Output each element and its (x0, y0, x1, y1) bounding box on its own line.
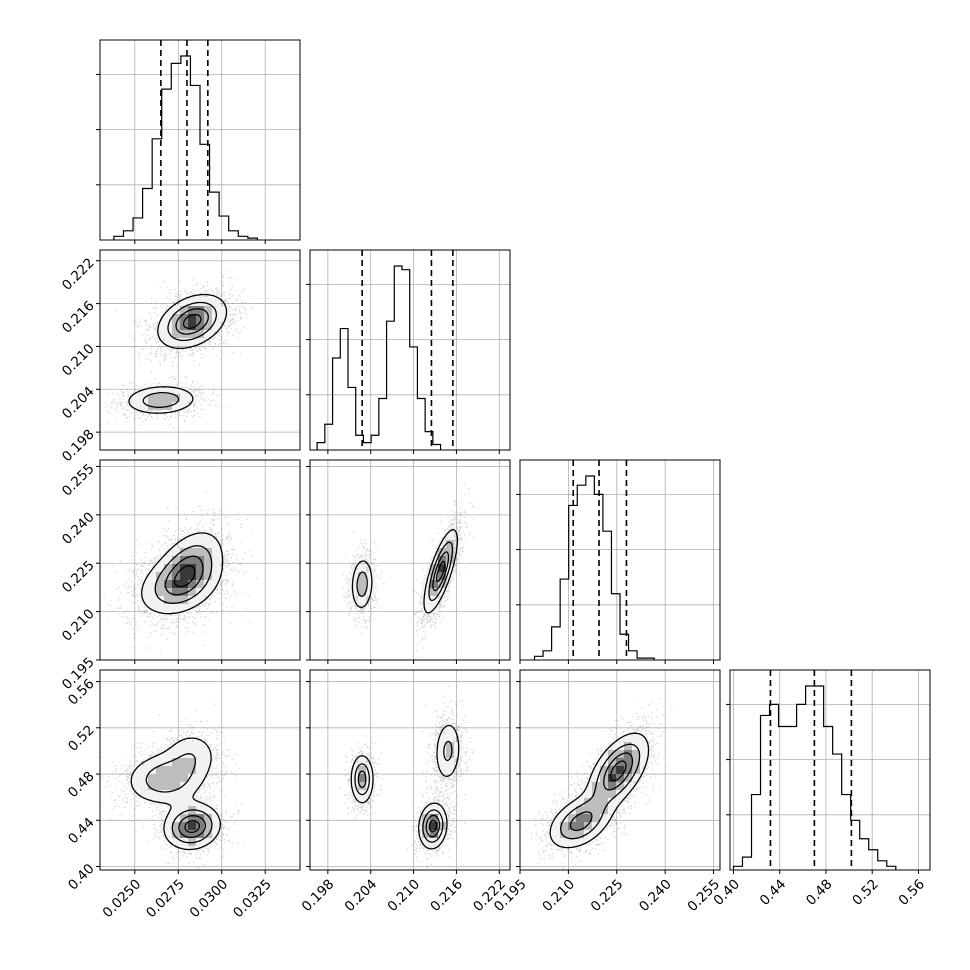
panel-frame (309, 459, 511, 661)
contour-level-3 (357, 770, 441, 838)
y-tick-label: 0.40 (65, 861, 98, 894)
contour-level-3 (164, 555, 204, 596)
contour-level-1 (549, 732, 650, 849)
y-tick-label: 0.44 (65, 815, 98, 848)
contour-level-1 (141, 532, 224, 615)
x-tick-label: 0.0300 (187, 876, 232, 921)
x-tick-label: 0.56 (895, 876, 928, 909)
scatter-panel-4-2 (309, 669, 511, 871)
contour-level-4 (435, 560, 446, 583)
panel-frame (99, 459, 301, 661)
contour-level-1 (128, 293, 228, 414)
x-tick-label: 0.198 (299, 876, 338, 915)
scatter-panel-4-3 (519, 669, 721, 871)
contour-level-2 (154, 545, 213, 604)
x-tick-label: 0.52 (849, 876, 882, 909)
x-tick-label: 0.44 (757, 876, 790, 909)
histogram-panel-3 (516, 459, 721, 661)
panel-frame (99, 39, 301, 241)
x-tick-label: 0.204 (342, 876, 381, 915)
x-tick-label: 0.240 (636, 876, 675, 915)
contour-level-4 (609, 760, 627, 782)
panel-frame (99, 669, 301, 871)
y-tick-label: 0.216 (59, 298, 98, 337)
contour-level-2 (142, 301, 218, 408)
x-tick-label: 0.216 (427, 876, 466, 915)
scatter-panel-4-1 (99, 669, 301, 871)
contour-level-2 (560, 743, 641, 840)
y-tick-label: 0.198 (59, 426, 98, 465)
contour-level-2 (356, 541, 454, 602)
contour-level-1 (130, 737, 221, 851)
y-tick-label: 0.48 (65, 768, 98, 801)
x-tick-label: 0.0250 (100, 876, 145, 921)
x-tick-label: 0.210 (385, 876, 424, 915)
contour-level-1 (351, 528, 459, 614)
contour-level-3 (569, 752, 634, 832)
panel-frame (519, 459, 721, 661)
y-tick-label: 0.52 (65, 722, 98, 755)
x-tick-label: 0.48 (803, 876, 836, 909)
contour-level-3 (178, 815, 207, 839)
contour-level-2 (354, 740, 453, 843)
x-tick-label: 0.0325 (230, 876, 275, 921)
histogram-step-1 (113, 55, 258, 240)
contour-level-4 (173, 565, 196, 588)
density-fill (608, 766, 624, 782)
y-tick-label: 0.225 (59, 558, 98, 597)
contour-level-4 (428, 819, 438, 833)
x-axis-2: 0.198 0.204 0.210 0.216 0.222 (299, 450, 509, 915)
x-axis-4: 0.40 0.44 0.48 0.52 0.56 (711, 870, 928, 909)
panel-frame (309, 669, 511, 871)
x-tick-label: 0.210 (539, 876, 578, 915)
y-tick-label: 0.204 (59, 384, 98, 423)
histogram-step-3 (533, 475, 655, 660)
contour-level-4 (182, 313, 202, 329)
scatter-panel-3-2 (309, 459, 511, 661)
y-tick-label: 0.240 (59, 509, 98, 548)
y-tick-label: 0.255 (59, 461, 98, 500)
density-fill (172, 564, 196, 588)
y-tick-label: 0.210 (59, 606, 98, 645)
contour-level-3 (175, 308, 209, 335)
panel-frame (519, 669, 721, 871)
panel-frame (99, 249, 301, 451)
y-tick-label: 0.222 (59, 255, 98, 294)
contour-level-4 (184, 820, 200, 834)
histogram-panel-1 (96, 39, 301, 241)
panel-frame (309, 249, 511, 451)
contour-level-1 (350, 724, 460, 850)
histogram-step-2 (316, 265, 442, 450)
histogram-panel-2 (306, 249, 511, 451)
contour-level-3 (432, 551, 450, 592)
histogram-panel-4 (726, 669, 931, 871)
density-fill (350, 532, 454, 612)
y-tick-label: 0.210 (59, 341, 98, 380)
contour-level-2 (145, 753, 213, 844)
histogram-step-4 (732, 685, 897, 870)
density-fill (188, 314, 196, 330)
panel-frame (729, 669, 931, 871)
density-fill (188, 822, 196, 830)
scatter-panel-2-1 (99, 249, 301, 451)
x-tick-label: 0.0275 (143, 876, 188, 921)
scatter-panel-3-1 (99, 459, 301, 661)
x-tick-label: 0.225 (588, 876, 627, 915)
